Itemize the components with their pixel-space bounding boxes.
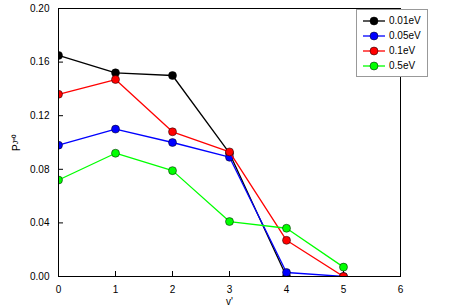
svg-text:3: 3: [227, 284, 233, 295]
svg-text:0.12: 0.12: [30, 110, 50, 121]
svg-text:0.00: 0.00: [30, 271, 50, 282]
html-text:0.05eV: 0.05eV: [389, 30, 421, 41]
svg-text:0.20: 0.20: [30, 3, 50, 14]
svg-text:0: 0: [56, 284, 62, 295]
svg-text:0.04: 0.04: [30, 217, 50, 228]
svg-text:Pᴶ⁼⁰: Pᴶ⁼⁰: [11, 134, 22, 151]
svg-text:0.16: 0.16: [30, 56, 50, 67]
html-text:0.1eV: 0.1eV: [389, 45, 416, 56]
svg-text:4: 4: [284, 284, 290, 295]
html-text:0.01eV: 0.01eV: [389, 15, 421, 26]
svg-text:v': v': [226, 296, 233, 307]
svg-text:0.08: 0.08: [30, 164, 50, 175]
svg-text:6: 6: [398, 284, 404, 295]
svg-text:2: 2: [170, 284, 176, 295]
html-text:0.5eV: 0.5eV: [389, 60, 416, 71]
svg-text:5: 5: [341, 284, 347, 295]
svg-text:1: 1: [113, 284, 119, 295]
